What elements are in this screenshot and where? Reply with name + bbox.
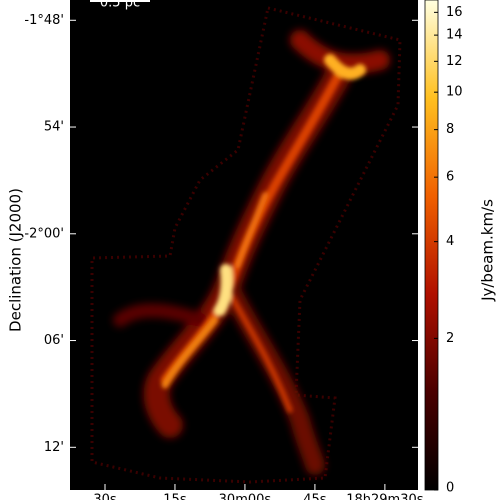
- colorbar-tick-label: 8: [446, 122, 454, 137]
- scale-bar-label: 0.5 pc: [100, 0, 140, 11]
- x-tick-label: 45s: [303, 493, 327, 500]
- colorbar-tick-label: 16: [446, 5, 463, 20]
- colorbar-tick-label: 2: [446, 331, 454, 346]
- x-tick-label: 30m00s: [219, 493, 272, 500]
- colorbar-label: Jy/beam.km/s: [479, 199, 497, 302]
- y-tick-label: 06': [44, 333, 64, 348]
- y-tick-label: 12': [44, 440, 64, 455]
- x-tick-label: 18h29m30s: [346, 493, 424, 500]
- x-tick-label: 30s: [93, 493, 117, 500]
- bright-emission: [160, 54, 366, 413]
- colorbar: [424, 0, 439, 491]
- y-tick-label: -2°00': [24, 226, 64, 241]
- colorbar-tick-label: 10: [446, 85, 463, 100]
- colorbar-tick-label: 0: [446, 481, 454, 496]
- emission-map: [90, 6, 402, 484]
- colorbar-tick-label: 14: [446, 28, 463, 43]
- colorbar-tick-label: 4: [446, 234, 454, 249]
- coverage-edge: [90, 6, 402, 484]
- colorbar-tick-label: 6: [446, 170, 454, 185]
- y-tick-label: -1°48': [24, 13, 64, 28]
- y-axis-label: Declination (J2000): [7, 188, 25, 332]
- colorbar-tick-label: 12: [446, 54, 463, 69]
- y-tick-label: 54': [44, 120, 64, 135]
- x-tick-label: 15s: [163, 493, 187, 500]
